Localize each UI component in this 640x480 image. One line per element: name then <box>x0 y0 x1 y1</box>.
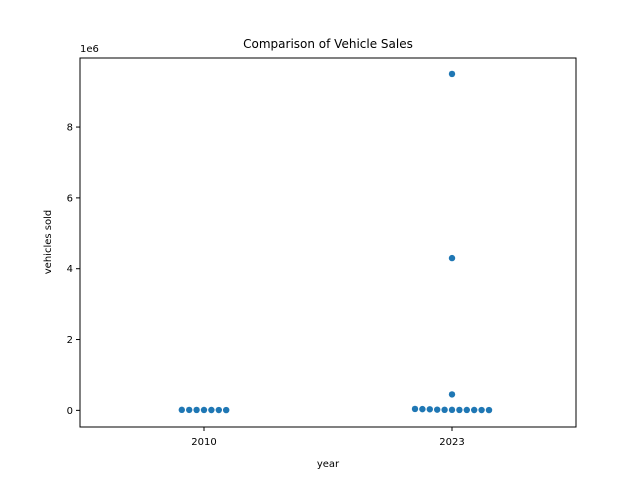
data-point <box>193 406 200 414</box>
plot-area: 0 2 4 6 8 2010 2023 <box>67 70 493 448</box>
y-tick-label: 4 <box>67 264 73 275</box>
data-point <box>441 406 448 414</box>
data-point <box>419 405 426 413</box>
data-point <box>208 406 215 414</box>
data-point <box>463 406 470 414</box>
data-point <box>200 406 208 414</box>
x-tick-label: 2010 <box>191 437 216 448</box>
y-tick-label: 8 <box>67 123 73 134</box>
data-point <box>471 406 478 414</box>
data-point <box>456 406 463 414</box>
y-tick-label: 2 <box>67 335 73 346</box>
data-point <box>448 254 456 262</box>
y-tick-label: 6 <box>67 193 73 204</box>
data-point <box>478 406 485 414</box>
data-point <box>411 405 419 413</box>
data-point <box>223 406 230 414</box>
x-tick-label: 2023 <box>439 437 464 448</box>
y-tick-label: 0 <box>67 406 73 417</box>
data-point <box>426 406 433 413</box>
plot-frame <box>79 57 577 428</box>
data-point <box>186 406 193 414</box>
data-point <box>434 406 441 413</box>
data-point <box>485 406 493 414</box>
data-point <box>448 70 456 78</box>
y-axis-label: vehicles sold <box>43 210 54 274</box>
data-point <box>448 391 456 398</box>
y-offset-text: 1e6 <box>80 44 99 55</box>
data-point <box>178 406 185 414</box>
data-point <box>448 406 456 414</box>
chart-title: Comparison of Vehicle Sales <box>243 37 413 51</box>
data-point <box>215 406 222 414</box>
x-axis-label: year <box>317 459 340 470</box>
